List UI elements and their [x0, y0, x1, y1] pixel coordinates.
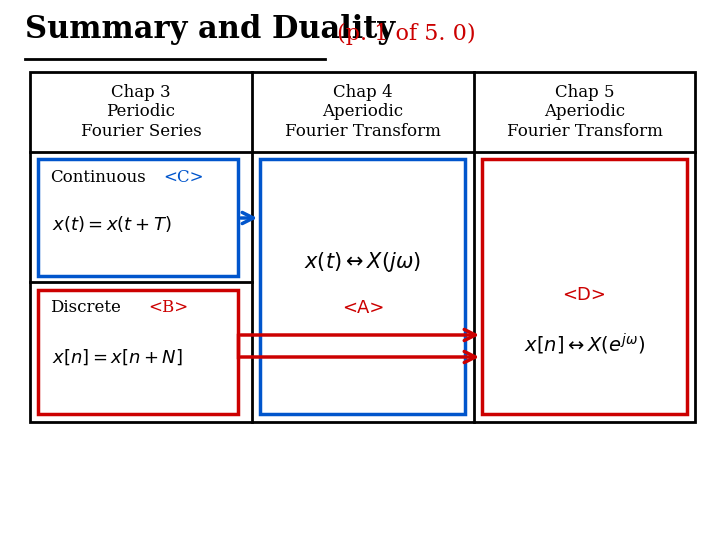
Text: <C>: <C> — [163, 170, 204, 186]
Text: <B>: <B> — [148, 300, 188, 316]
Text: Chap 4
Aperiodic
Fourier Transform: Chap 4 Aperiodic Fourier Transform — [285, 84, 441, 140]
Text: Chap 5
Aperiodic
Fourier Transform: Chap 5 Aperiodic Fourier Transform — [507, 84, 662, 140]
Bar — [260, 159, 465, 414]
Text: Discrete: Discrete — [50, 300, 121, 316]
Text: $x[n] = x[n+N]$: $x[n] = x[n+N]$ — [52, 347, 183, 367]
Bar — [38, 290, 238, 414]
Text: <A>: <A> — [342, 299, 384, 317]
Text: (p. 1 of 5. 0): (p. 1 of 5. 0) — [330, 23, 476, 45]
Bar — [482, 159, 687, 414]
Text: $x[n] \leftrightarrow X(e^{j\omega})$: $x[n] \leftrightarrow X(e^{j\omega})$ — [524, 332, 645, 356]
Text: $x(t) \leftrightarrow X(j\omega)$: $x(t) \leftrightarrow X(j\omega)$ — [305, 250, 421, 274]
Bar — [38, 159, 238, 276]
Text: $x(t) = x(t+T)$: $x(t) = x(t+T)$ — [52, 214, 171, 234]
Text: Summary and Duality: Summary and Duality — [25, 14, 395, 45]
Text: <D>: <D> — [562, 286, 606, 304]
Text: Chap 3
Periodic
Fourier Series: Chap 3 Periodic Fourier Series — [81, 84, 202, 140]
Bar — [30, 72, 695, 422]
Text: Continuous: Continuous — [50, 170, 145, 186]
